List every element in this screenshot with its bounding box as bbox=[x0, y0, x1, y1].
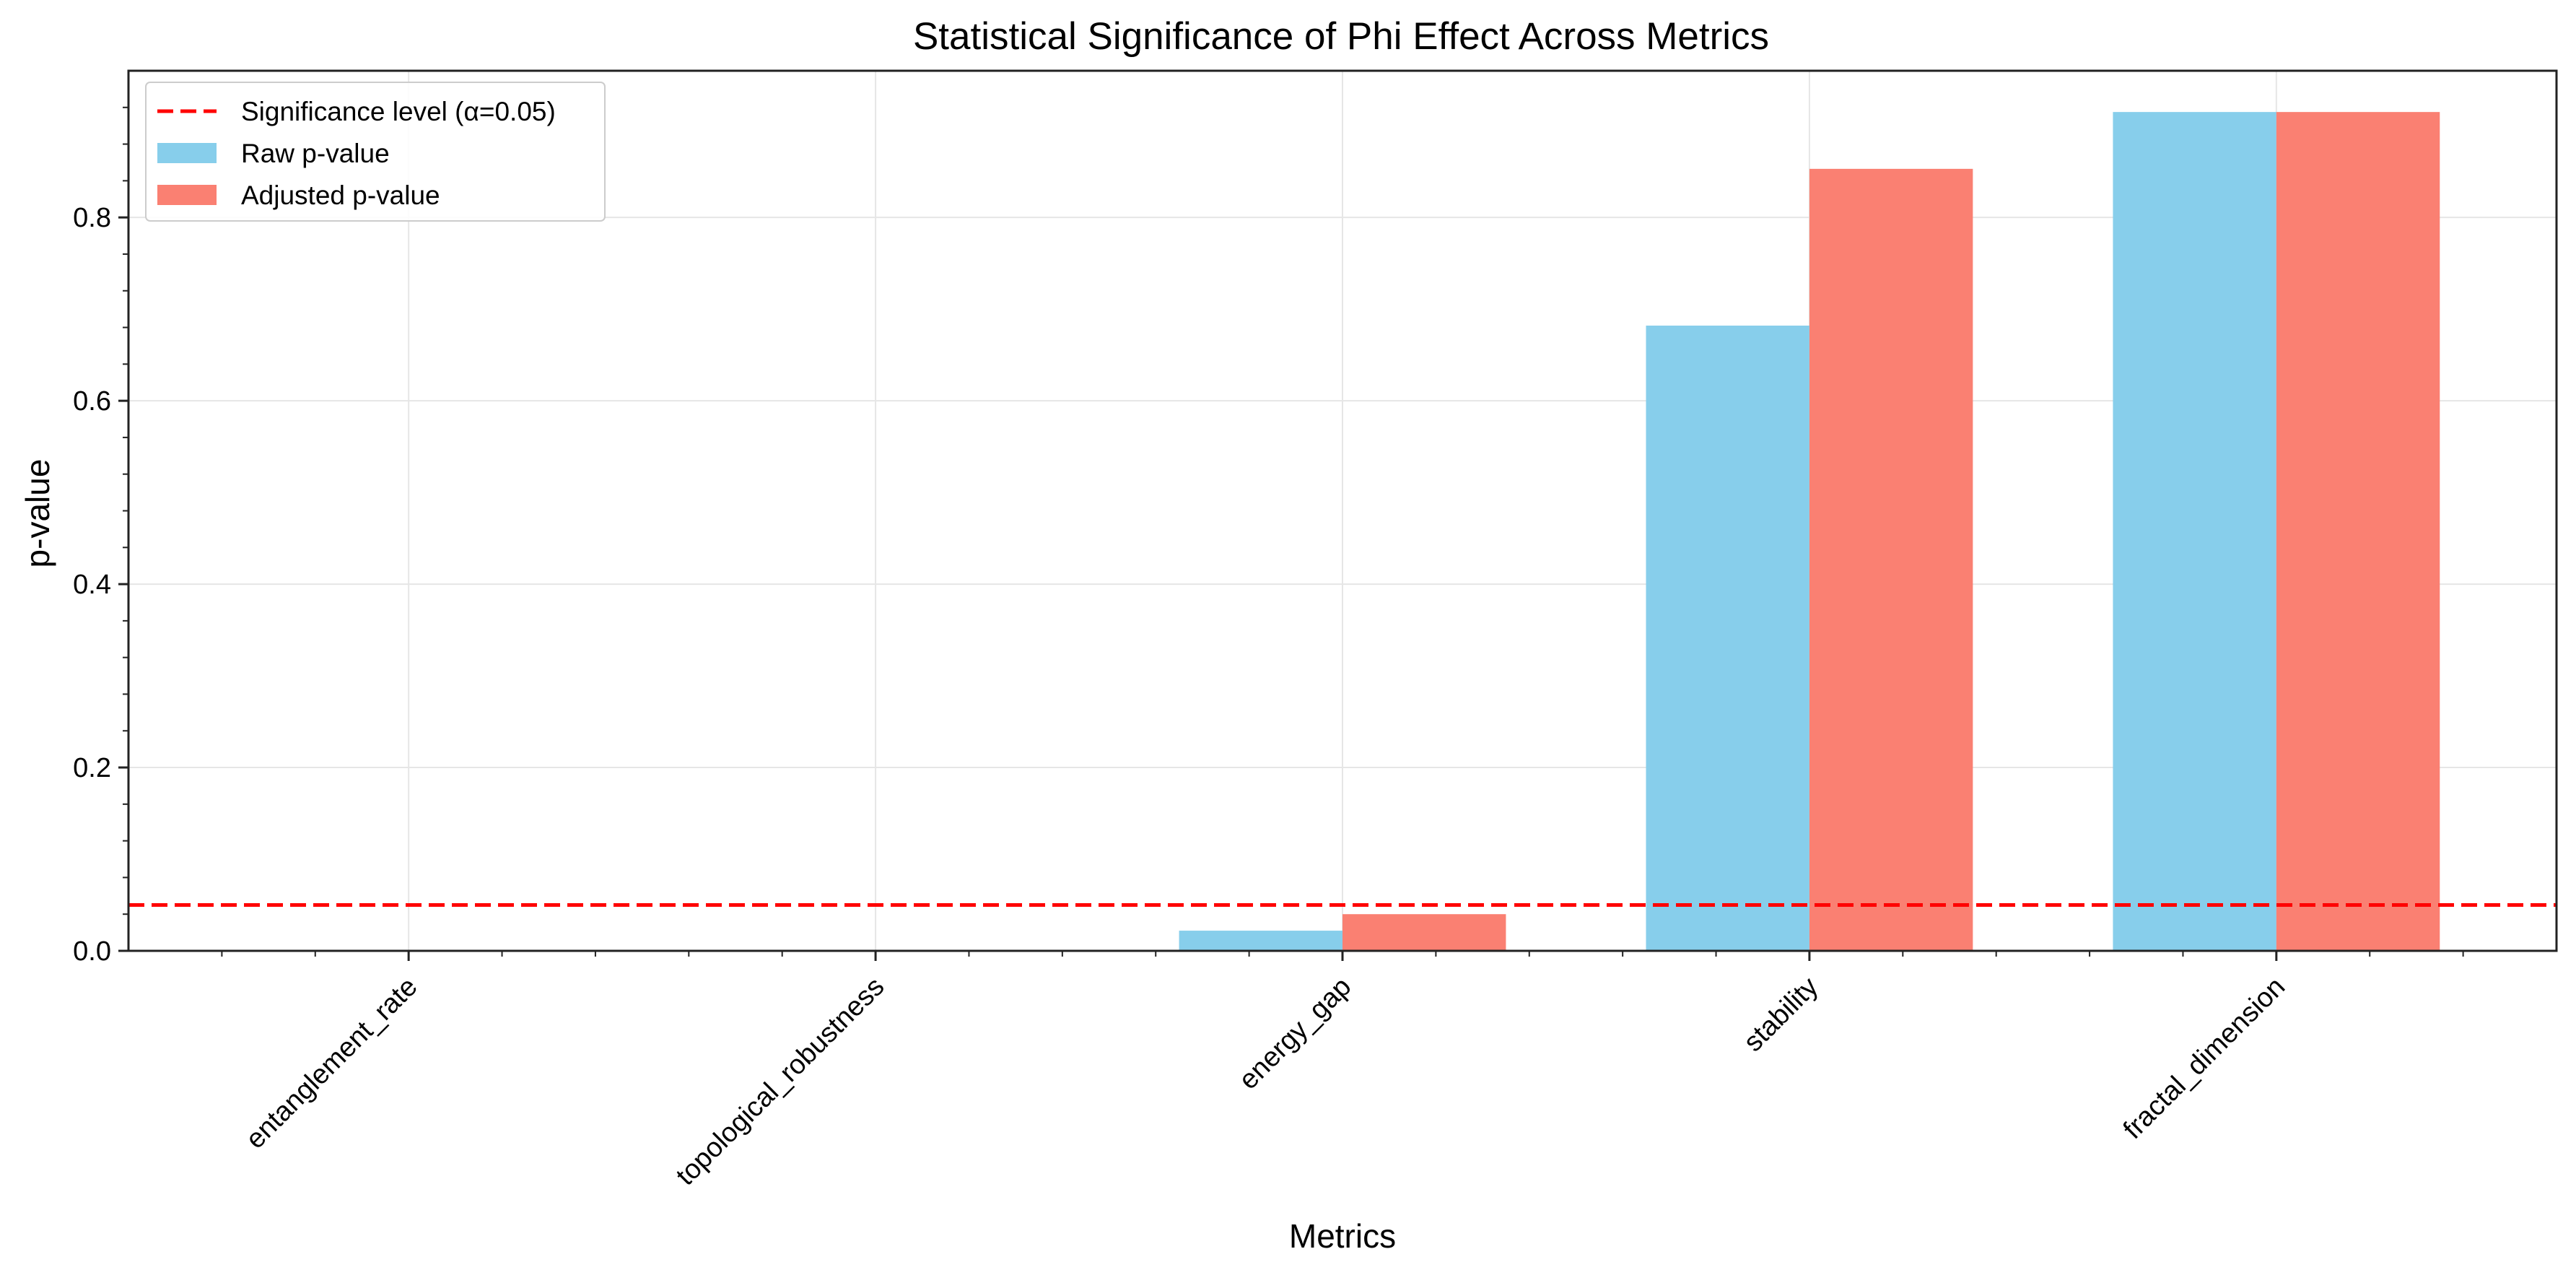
legend-box bbox=[145, 82, 606, 222]
y-tick-label: 0.8 bbox=[73, 203, 111, 233]
legend-swatch bbox=[157, 185, 217, 205]
legend: Significance level (α=0.05) Raw p-value Ad… bbox=[145, 82, 606, 222]
legend-label-significance: Significance level (α=0.05) bbox=[241, 97, 556, 126]
y-tick-label: 0.0 bbox=[73, 936, 111, 967]
bar bbox=[2113, 112, 2276, 951]
legend-label: Raw p-value bbox=[241, 139, 390, 168]
bar bbox=[1342, 914, 1506, 951]
y-axis-label: p-value bbox=[19, 459, 56, 568]
bars-layer bbox=[1179, 112, 2440, 952]
legend-swatch bbox=[157, 143, 217, 163]
y-tick-label: 0.4 bbox=[73, 570, 111, 600]
bar bbox=[1809, 168, 1973, 952]
legend-label: Adjusted p-value bbox=[241, 180, 440, 210]
x-axis-label: Metrics bbox=[1289, 1217, 1396, 1255]
y-tick-label: 0.2 bbox=[73, 753, 111, 783]
bar bbox=[1179, 931, 1342, 951]
chart-title: Statistical Significance of Phi Effect A… bbox=[913, 15, 1769, 58]
y-tick-label: 0.6 bbox=[73, 386, 111, 417]
bar bbox=[2276, 112, 2440, 951]
bar bbox=[1646, 326, 1809, 951]
